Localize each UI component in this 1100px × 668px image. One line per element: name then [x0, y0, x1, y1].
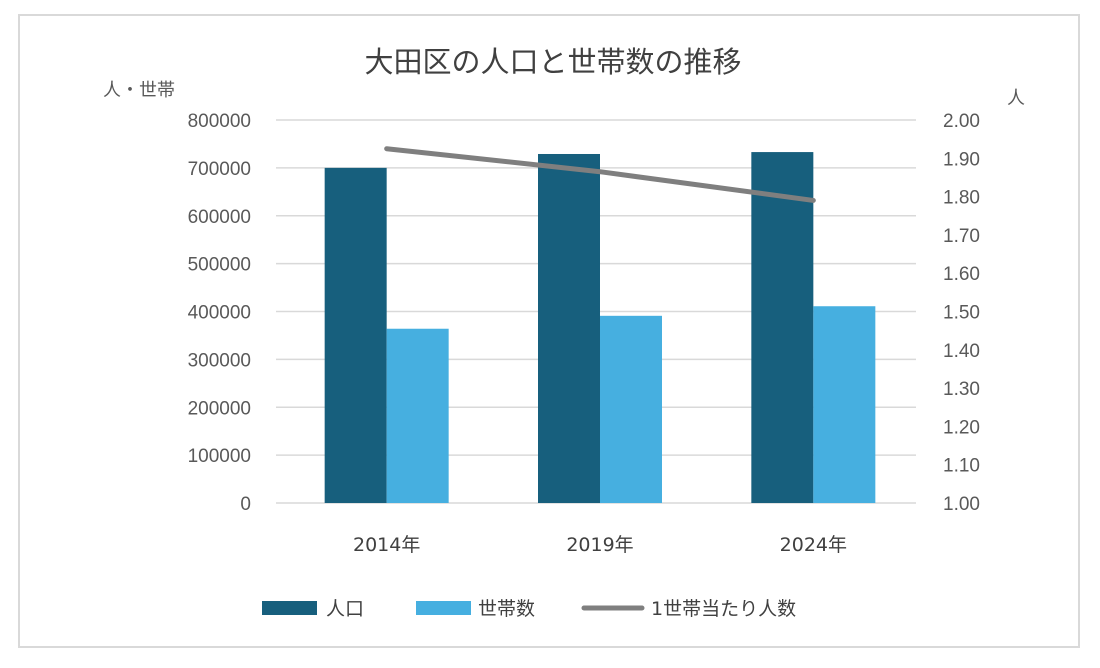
bar-世帯数: [813, 306, 876, 503]
y-axis-label: 人・世帯: [103, 80, 175, 101]
y2-tick-label: 1.30: [943, 379, 980, 400]
legend-label: 世帯数: [478, 598, 535, 620]
bar-世帯数: [386, 328, 449, 503]
bar-世帯数: [600, 315, 662, 503]
y-tick-label: 700000: [188, 159, 251, 180]
bar-人口: [538, 153, 600, 503]
chart-title: 大田区の人口と世帯数の推移: [364, 45, 741, 79]
y2-tick-label: 2.00: [943, 111, 980, 132]
y2-tick-label: 1.10: [943, 456, 980, 477]
line-series: [384, 146, 816, 203]
y2-tick-label: 1.40: [943, 341, 980, 362]
bar-人口: [751, 152, 814, 504]
x-tick-label: 2024年: [780, 534, 847, 556]
y2-tick-label: 1.80: [943, 188, 980, 209]
bar-人口: [324, 167, 387, 503]
y-tick-label: 300000: [188, 350, 251, 371]
y-tick-label: 100000: [188, 446, 251, 467]
y2-tick-label: 1.90: [943, 149, 980, 170]
y-tick-label: 200000: [188, 398, 251, 419]
legend-swatch-人口: [262, 601, 317, 615]
x-axis-ticks: 2014年 2019年 2024年: [353, 534, 847, 556]
y-tick-label: 0: [240, 494, 251, 515]
legend-label: 人口: [326, 598, 364, 620]
y-tick-label: 400000: [188, 303, 251, 324]
y2-tick-label: 1.20: [943, 417, 980, 438]
y2-tick-label: 1.00: [943, 494, 980, 515]
y-axis-ticks: 0 100000 200000 300000 400000 500000 600000 700…: [188, 111, 251, 515]
line-1世帯当たり人数: [384, 146, 816, 203]
y2-tick-label: 1.70: [943, 226, 980, 247]
y2-axis-ticks: 1.00 1.10 1.20 1.30 1.40 1.50 1.60 1.70 1.80 1.90…: [943, 111, 980, 515]
legend-swatch-世帯数: [416, 601, 471, 615]
x-tick-label: 2014年: [353, 534, 420, 556]
legend-label: 1世帯当たり人数: [651, 598, 796, 620]
x-tick-label: 2019年: [566, 534, 633, 556]
bars: [324, 152, 876, 504]
legend: 人口 世帯数 1世帯当たり人数: [262, 598, 796, 620]
y2-tick-label: 1.50: [943, 303, 980, 324]
y-tick-label: 600000: [188, 207, 251, 228]
y2-tick-label: 1.60: [943, 264, 980, 285]
y2-axis-label: 人: [1007, 88, 1025, 109]
y-tick-label: 500000: [188, 255, 251, 276]
y-tick-label: 800000: [188, 111, 251, 132]
